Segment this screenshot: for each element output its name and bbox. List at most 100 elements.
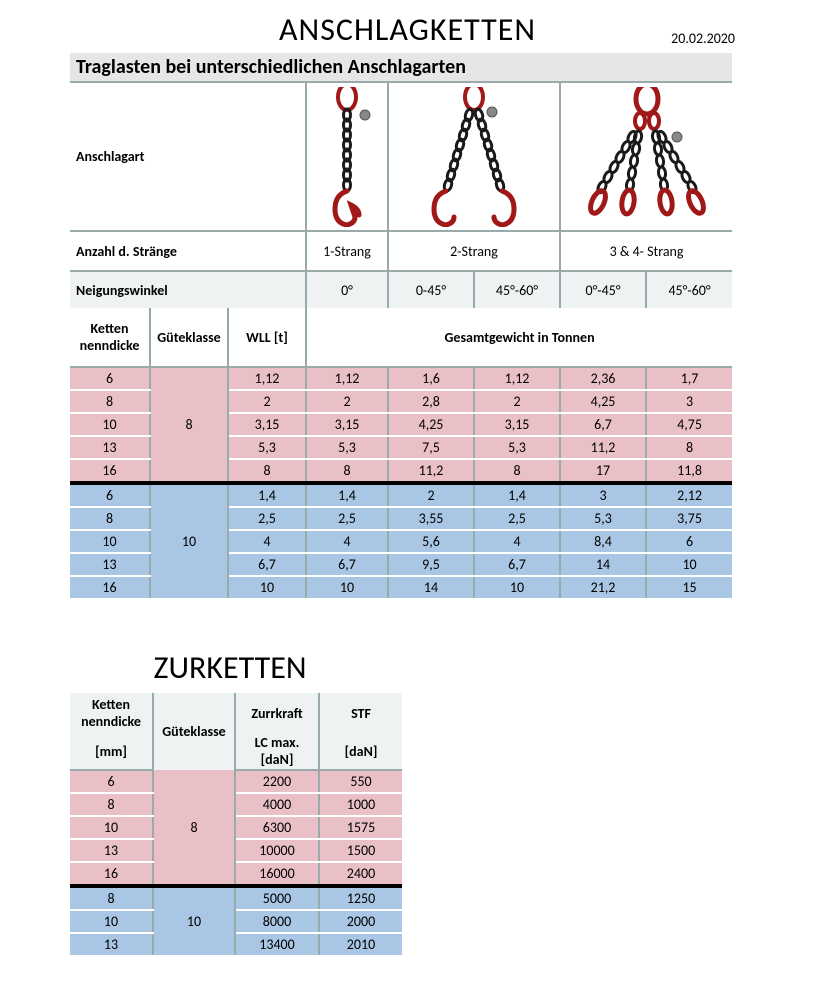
t2-hdr-stf: STF [319, 693, 402, 733]
t2-header-row-2: [mm] LC max. [daN] [daN] [70, 733, 402, 770]
t2-hdr-guete: Güteklasse [153, 693, 235, 770]
cell-value: 6 [646, 530, 732, 553]
anzahl-label: Anzahl d. Stränge [70, 231, 306, 271]
hdr-ketten: Ketten nenndicke [70, 308, 150, 367]
table-anschlagketten: Traglasten bei unterschiedlichen Anschla… [70, 53, 732, 598]
cell-dim: 13 [70, 839, 153, 862]
cell-dim: 8 [70, 793, 153, 816]
neigung-label: Neigungswinkel [70, 271, 306, 308]
cell-value: 4 [474, 530, 560, 553]
cell-value: 3,55 [388, 507, 474, 530]
cell-value: 2,36 [560, 367, 646, 390]
cell-dim: 10 [70, 816, 153, 839]
cell-value: 7,5 [388, 436, 474, 459]
cell-dim: 8 [70, 390, 150, 413]
cell-value: 6,7 [560, 413, 646, 436]
cell-value: 1,4 [228, 483, 306, 507]
cell-stf: 2400 [319, 862, 402, 886]
cell-lc: 16000 [235, 862, 319, 886]
cell-lc: 4000 [235, 793, 319, 816]
cell-value: 2 [388, 483, 474, 507]
cell-lc: 13400 [235, 933, 319, 955]
angle-0: 0° [306, 271, 388, 308]
cell-value: 11,8 [646, 459, 732, 483]
cell-dim: 13 [70, 933, 153, 955]
cell-value: 5,6 [388, 530, 474, 553]
cell-value: 5,3 [560, 507, 646, 530]
cell-lc: 6300 [235, 816, 319, 839]
cell-dim: 8 [70, 886, 153, 910]
table-row: 81050001250 [70, 886, 402, 910]
anschlagart-label: Anschlagart [70, 82, 306, 231]
hdr-guete: Güteklasse [150, 308, 228, 367]
cell-value: 8,4 [560, 530, 646, 553]
cell-value: 15 [646, 576, 732, 598]
cell-lc: 2200 [235, 770, 319, 793]
cell-lc: 8000 [235, 910, 319, 933]
cell-value: 2,12 [646, 483, 732, 507]
cell-value: 10 [306, 576, 388, 598]
table-row: 682200550 [70, 770, 402, 793]
title2-wrap: ZURKETTEN [70, 648, 732, 687]
t2-hdr-mm: [mm] [70, 733, 153, 770]
cell-value: 8 [228, 459, 306, 483]
cell-value: 1,7 [646, 367, 732, 390]
cell-value: 17 [560, 459, 646, 483]
chain-4-strand-icon [560, 82, 732, 231]
cell-value: 1,12 [228, 367, 306, 390]
cell-value: 8 [474, 459, 560, 483]
chain-1-strand-icon [306, 82, 388, 231]
table-row: 6101,41,421,432,12 [70, 483, 732, 507]
cell-stf: 1575 [319, 816, 402, 839]
cell-value: 4 [228, 530, 306, 553]
t2-hdr-lc: LC max. [daN] [235, 733, 319, 770]
angle-2: 45°-60° [474, 271, 560, 308]
strang-2: 2-Strang [388, 231, 560, 271]
cell-value: 3,15 [306, 413, 388, 436]
date: 20.02.2020 [671, 30, 735, 47]
angle-4: 45°-60° [646, 271, 732, 308]
table-row: 681,121,121,61,122,361,7 [70, 367, 732, 390]
cell-value: 1,12 [306, 367, 388, 390]
title-zurketten: ZURKETTEN [70, 648, 390, 687]
cell-value: 10 [646, 553, 732, 576]
cell-value: 1,12 [474, 367, 560, 390]
cell-value: 4,25 [388, 413, 474, 436]
cell-class: 8 [150, 367, 228, 483]
cell-stf: 1000 [319, 793, 402, 816]
image-row: Anschlagart [70, 82, 732, 231]
angle-1: 0-45° [388, 271, 474, 308]
hdr-gesamt: Gesamtgewicht in Tonnen [306, 308, 732, 367]
cell-value: 2,8 [388, 390, 474, 413]
cell-lc: 5000 [235, 886, 319, 910]
cell-dim: 10 [70, 910, 153, 933]
cell-value: 3,75 [646, 507, 732, 530]
cell-value: 3,15 [228, 413, 306, 436]
cell-value: 2 [306, 390, 388, 413]
cell-value: 2,5 [474, 507, 560, 530]
cell-dim: 6 [70, 770, 153, 793]
cell-value: 3,15 [474, 413, 560, 436]
strang-34: 3 & 4- Strang [560, 231, 732, 271]
cell-value: 4 [306, 530, 388, 553]
cell-value: 8 [306, 459, 388, 483]
title-row: ANSCHLAGKETTEN 20.02.2020 [0, 10, 815, 49]
cell-value: 4,75 [646, 413, 732, 436]
table-row: 13100001500 [70, 839, 402, 862]
table-row: 8 40001000 [70, 793, 402, 816]
cell-stf: 1500 [319, 839, 402, 862]
main-title: ANSCHLAGKETTEN [70, 10, 745, 49]
angle-3: 0°-45° [560, 271, 646, 308]
cell-value: 21,2 [560, 576, 646, 598]
cell-dim: 10 [70, 530, 150, 553]
cell-value: 8 [646, 436, 732, 459]
cell-dim: 13 [70, 553, 150, 576]
table-row: 1080002000 [70, 910, 402, 933]
cell-value: 6,7 [474, 553, 560, 576]
cell-dim: 10 [70, 413, 150, 436]
cell-value: 14 [388, 576, 474, 598]
cell-value: 9,5 [388, 553, 474, 576]
cell-dim: 6 [70, 367, 150, 390]
t2-hdr-dan: [daN] [319, 733, 402, 770]
cell-value: 10 [228, 576, 306, 598]
